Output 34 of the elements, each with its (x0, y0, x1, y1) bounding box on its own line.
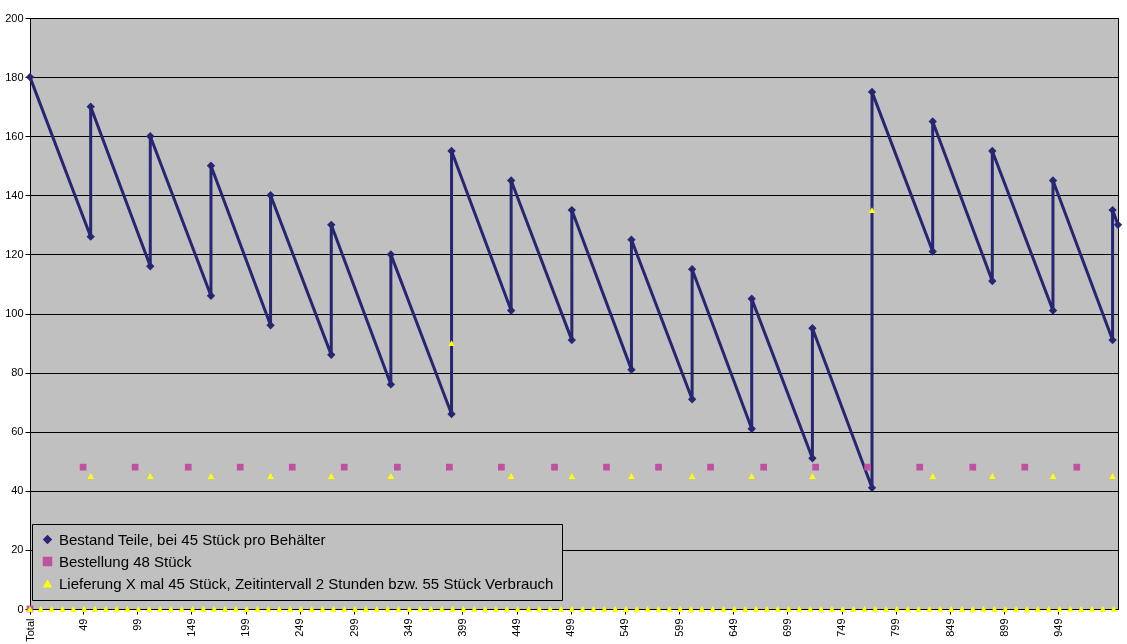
x-tick-label: 849 (943, 618, 956, 637)
x-tick-label: 249 (293, 618, 306, 637)
x-tick-label: 99 (130, 618, 143, 631)
y-tick-label: 60 (11, 425, 24, 438)
x-tick-label: 299 (347, 618, 360, 637)
y-tick-label: 200 (5, 11, 24, 24)
y-tick-label: 160 (5, 129, 24, 142)
x-tick-label: 749 (835, 618, 848, 637)
x-tick-label: 449 (510, 618, 523, 637)
x-tick-label: 399 (455, 618, 468, 637)
legend-label: Lieferung X mal 45 Stück, Zeitintervall 2 Stunden bzw. 55 Stück Verbrauch (59, 574, 554, 592)
x-tick-label: 649 (726, 618, 739, 637)
y-tick-label: 80 (11, 366, 24, 379)
y-tick-label: 120 (5, 247, 24, 260)
x-tick-label: 799 (889, 618, 902, 637)
legend-label: Bestand Teile, bei 45 Stück pro Behälter (59, 530, 326, 548)
y-tick-label: 180 (5, 70, 24, 83)
legend-label: Bestellung 48 Stück (59, 552, 193, 570)
x-tick-label: 149 (184, 618, 197, 637)
x-tick-label: 549 (618, 618, 631, 637)
x-tick-label: 899 (997, 618, 1010, 637)
x-tick-label: 349 (401, 618, 414, 637)
x-tick-label: 499 (564, 618, 577, 637)
x-tick-label: 199 (239, 618, 252, 637)
y-tick-label: 0 (17, 602, 24, 615)
x-tick-label: 699 (780, 618, 793, 637)
x-tick-label: 49 (76, 618, 89, 631)
x-tick-label: 949 (1051, 618, 1064, 637)
y-tick-label: 20 (11, 543, 24, 556)
x-tick-label: Total (23, 618, 36, 642)
y-tick-label: 100 (5, 307, 24, 319)
x-tick-label: 599 (672, 618, 685, 637)
y-tick-label: 140 (5, 188, 24, 201)
y-tick-label: 40 (11, 484, 24, 497)
